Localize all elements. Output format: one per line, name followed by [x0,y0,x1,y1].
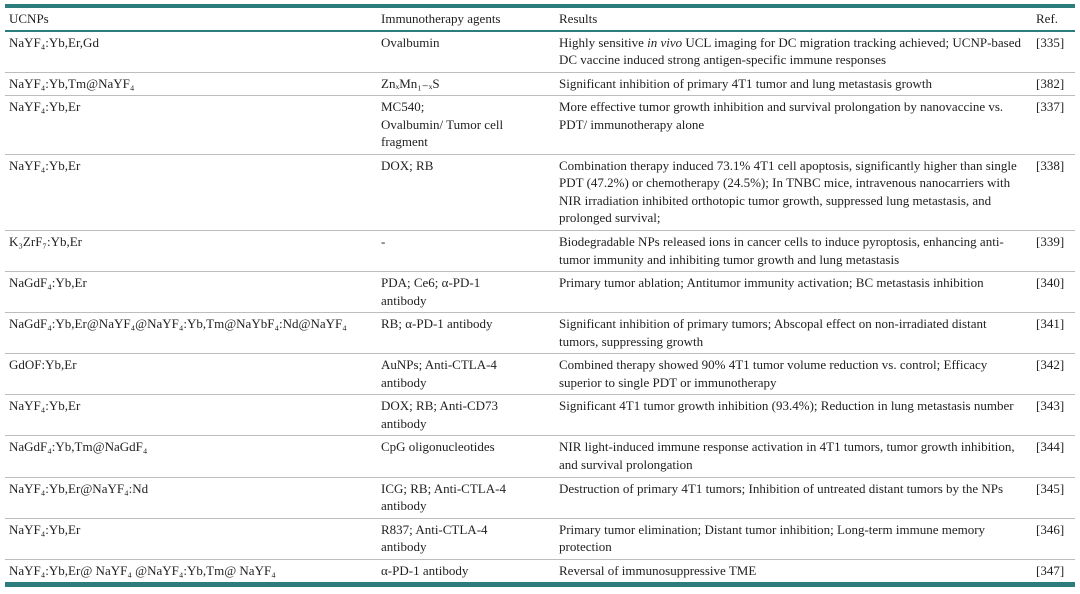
table-row: GdOF:Yb,Er AuNPs; Anti-CTLA-4 antibody C… [5,353,1075,396]
cell-agents: CpG oligonucleotides [377,435,555,478]
cell-ref: [347] [1033,559,1075,588]
table-row: NaYF₄:Yb,Er DOX; RB Combination therapy … [5,154,1075,232]
cell-results: Combined therapy showed 90% 4T1 tumor vo… [555,353,1033,396]
cell-agents: RB; α-PD-1 antibody [377,312,555,355]
cell-ref: [344] [1033,435,1075,478]
cell-agents: DOX; RB [377,154,555,232]
cell-agents: ICG; RB; Anti-CTLA-4 antibody [377,477,555,519]
table-row: NaGdF₄:Yb,Tm@NaGdF₄ CpG oligonucleotides… [5,435,1075,478]
cell-agents: - [377,230,555,273]
cell-ucnp: NaYF₄:Yb,Er [5,154,377,232]
cell-results: Reversal of immunosuppressive TME [555,559,1033,588]
cell-ucnp: NaYF₄:Yb,Er [5,95,377,155]
ucnp-immunotherapy-table: UCNPs Immunotherapy agents Results Ref. … [5,4,1075,588]
cell-agents: R837; Anti-CTLA-4 antibody [377,518,555,560]
table-header: UCNPs Immunotherapy agents Results Ref. [5,4,1075,32]
cell-ref: [341] [1033,312,1075,355]
cell-results: Primary tumor elimination; Distant tumor… [555,518,1033,560]
cell-ref: [338] [1033,154,1075,232]
table-row: NaYF₄:Yb,Er@ NaYF₄ @NaYF₄:Yb,Tm@ NaYF₄ α… [5,559,1075,588]
table-row: NaYF₄:Yb,Er,Gd Ovalbumin Highly sensitiv… [5,30,1075,73]
table-row: NaYF₄:Yb,Tm@NaYF₄ ZnₓMn₁₋ₓS Significant … [5,72,1075,97]
cell-ucnp: NaYF₄:Yb,Tm@NaYF₄ [5,72,377,97]
cell-ref: [337] [1033,95,1075,155]
cell-results: Combination therapy induced 73.1% 4T1 ce… [555,154,1033,232]
cell-agents: AuNPs; Anti-CTLA-4 antibody [377,353,555,396]
cell-ref: [339] [1033,230,1075,273]
cell-results: Significant inhibition of primary tumors… [555,312,1033,355]
cell-results: Biodegradable NPs released ions in cance… [555,230,1033,273]
table-row: NaGdF₄:Yb,Er PDA; Ce6; α-PD-1 antibody P… [5,271,1075,314]
cell-agents: PDA; Ce6; α-PD-1 antibody [377,271,555,314]
table-row: NaYF₄:Yb,Er MC540; Ovalbumin/ Tumor cell… [5,95,1075,155]
cell-ucnp: NaGdF₄:Yb,Tm@NaGdF₄ [5,435,377,478]
cell-ucnp: NaGdF₄:Yb,Er [5,271,377,314]
cell-ucnp: GdOF:Yb,Er [5,353,377,396]
cell-ucnp: NaGdF₄:Yb,Er@NaYF₄@NaYF₄:Yb,Tm@NaYbF₄:Nd… [5,312,377,355]
table-row: NaGdF₄:Yb,Er@NaYF₄@NaYF₄:Yb,Tm@NaYbF₄:Nd… [5,312,1075,355]
cell-ref: [343] [1033,394,1075,437]
col-header-ucnps: UCNPs [5,4,377,32]
col-header-results: Results [555,4,1033,32]
cell-ref: [340] [1033,271,1075,314]
cell-ucnp: NaYF₄:Yb,Er [5,394,377,437]
table-body: NaYF₄:Yb,Er,Gd Ovalbumin Highly sensitiv… [5,30,1075,588]
cell-results: Significant inhibition of primary 4T1 tu… [555,72,1033,97]
cell-ref: [335] [1033,30,1075,73]
cell-agents: ZnₓMn₁₋ₓS [377,72,555,97]
cell-ref: [382] [1033,72,1075,97]
cell-results: Highly sensitive in vivo UCL imaging for… [555,30,1033,73]
cell-agents: α-PD-1 antibody [377,559,555,588]
col-header-ref: Ref. [1033,4,1075,32]
cell-results: Primary tumor ablation; Antitumor immuni… [555,271,1033,314]
table-row: NaYF₄:Yb,Er R837; Anti-CTLA-4 antibody P… [5,518,1075,560]
cell-agents: MC540; Ovalbumin/ Tumor cell fragment [377,95,555,155]
table-row: NaYF₄:Yb,Er@NaYF₄:Nd ICG; RB; Anti-CTLA-… [5,477,1075,519]
cell-results: More effective tumor growth inhibition a… [555,95,1033,155]
cell-agents: Ovalbumin [377,30,555,73]
header-row: UCNPs Immunotherapy agents Results Ref. [5,4,1075,32]
cell-ref: [345] [1033,477,1075,519]
cell-ucnp: NaYF₄:Yb,Er@ NaYF₄ @NaYF₄:Yb,Tm@ NaYF₄ [5,559,377,588]
cell-agents: DOX; RB; Anti-CD73 antibody [377,394,555,437]
cell-ucnp: NaYF₄:Yb,Er@NaYF₄:Nd [5,477,377,519]
cell-results: Significant 4T1 tumor growth inhibition … [555,394,1033,437]
cell-ucnp: NaYF₄:Yb,Er [5,518,377,560]
cell-ref: [346] [1033,518,1075,560]
col-header-immunotherapy-agents: Immunotherapy agents [377,4,555,32]
cell-results: NIR light-induced immune response activa… [555,435,1033,478]
cell-ucnp: K₃ZrF₇:Yb,Er [5,230,377,273]
cell-ucnp: NaYF₄:Yb,Er,Gd [5,30,377,73]
cell-ref: [342] [1033,353,1075,396]
table-row: K₃ZrF₇:Yb,Er - Biodegradable NPs release… [5,230,1075,273]
cell-results: Destruction of primary 4T1 tumors; Inhib… [555,477,1033,519]
table-row: NaYF₄:Yb,Er DOX; RB; Anti-CD73 antibody … [5,394,1075,437]
